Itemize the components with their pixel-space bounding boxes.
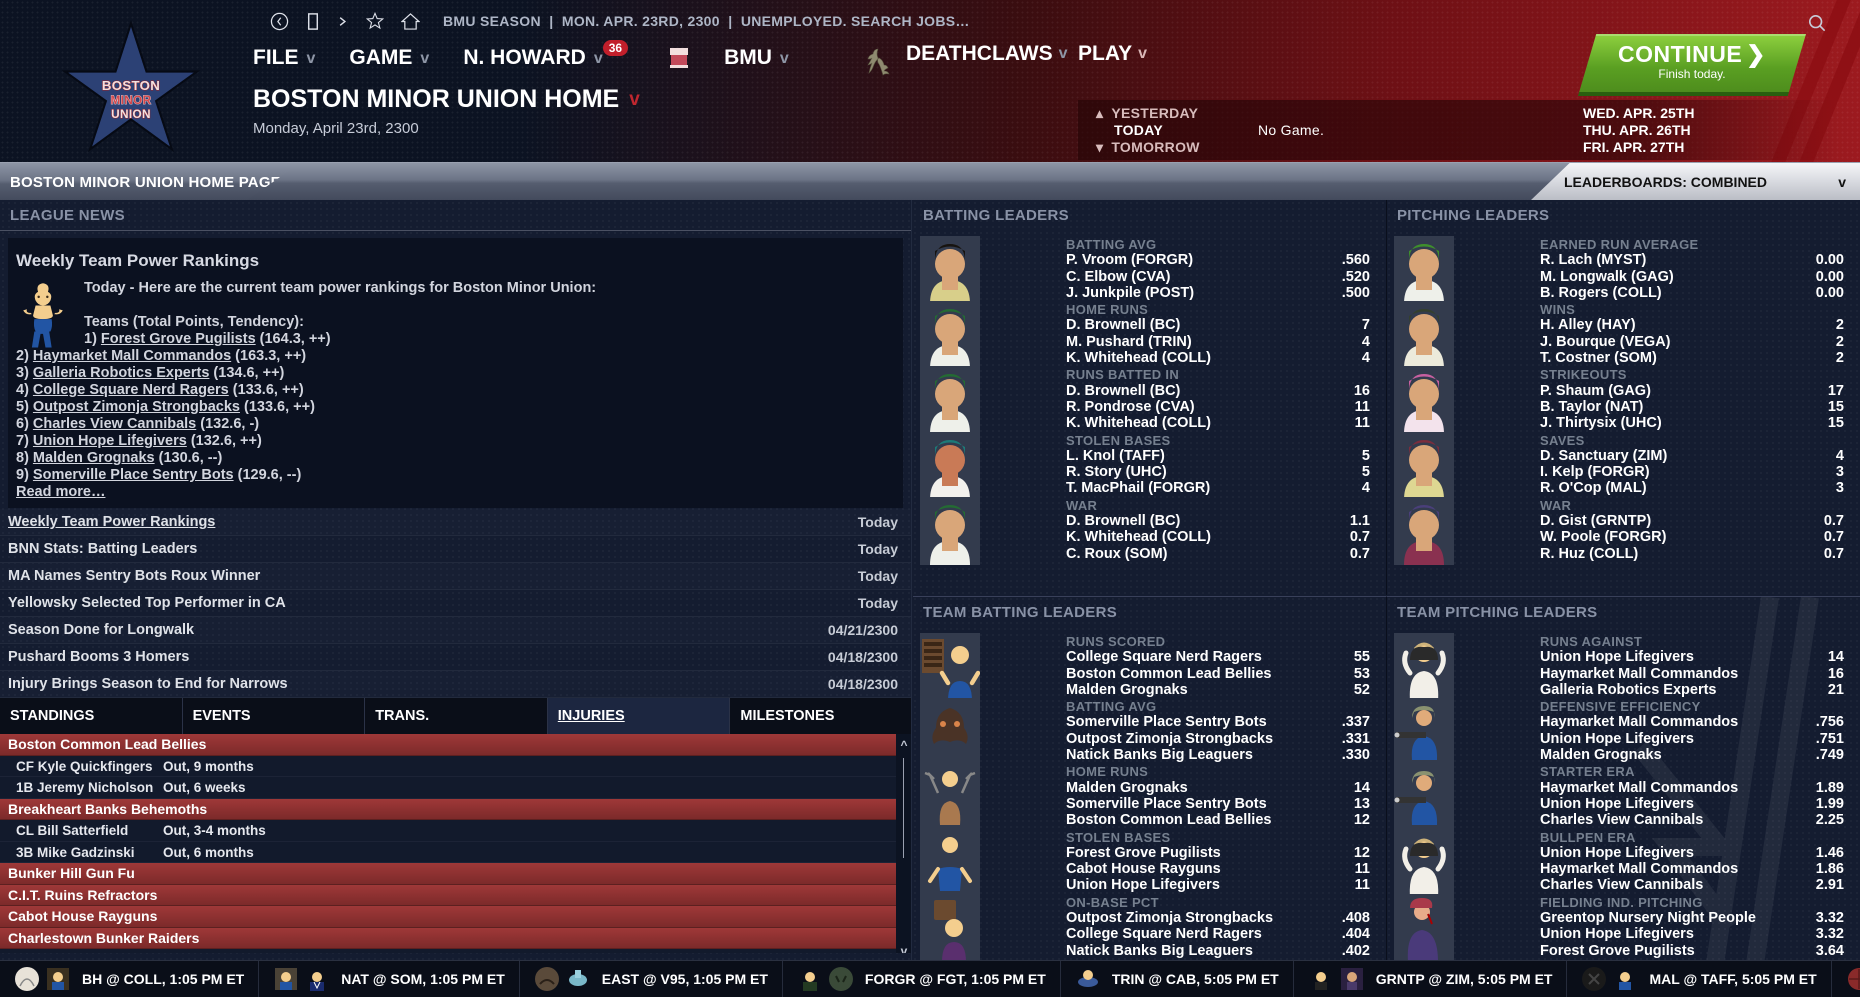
- svg-text:UNION: UNION: [111, 107, 151, 121]
- svg-text:MINOR: MINOR: [110, 93, 151, 107]
- svg-text:BOSTON: BOSTON: [102, 78, 160, 93]
